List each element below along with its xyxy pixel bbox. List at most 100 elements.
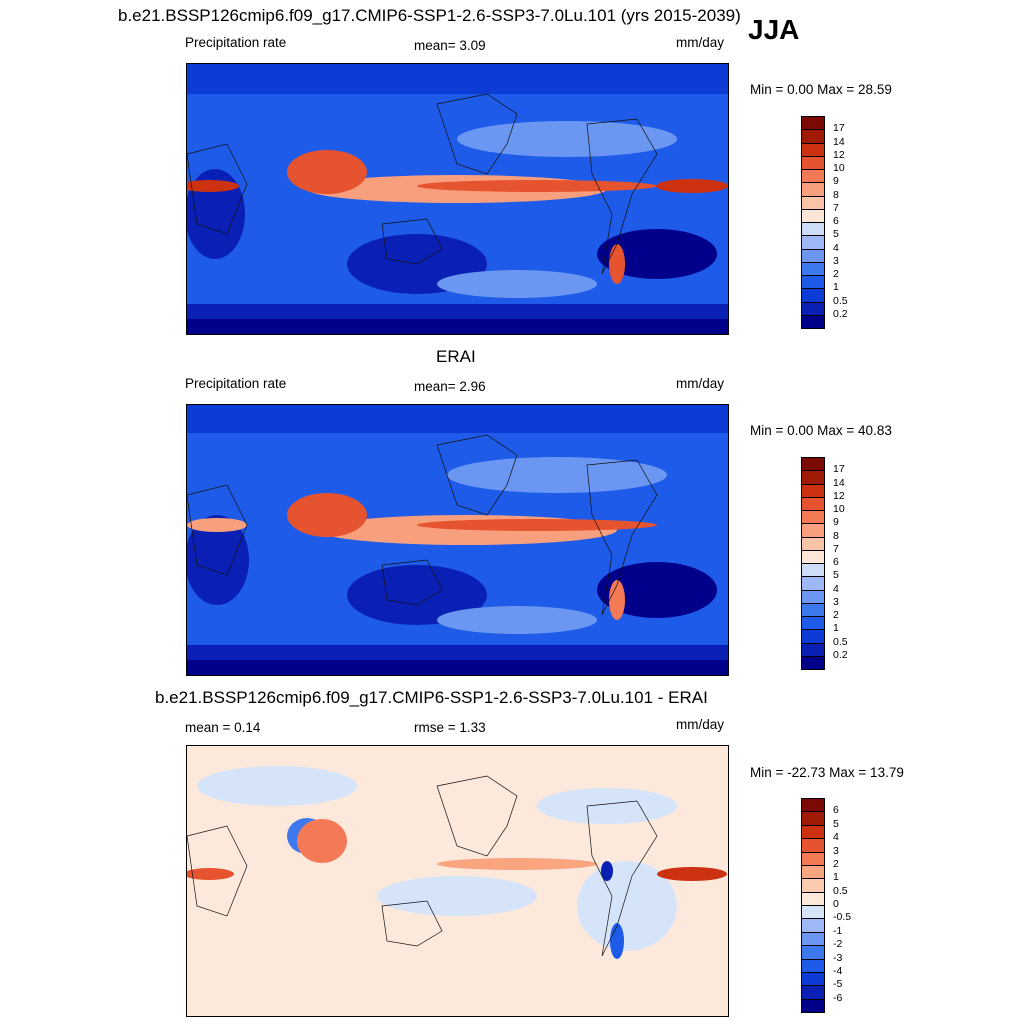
colorbar-tick-label: -0.5: [833, 911, 852, 924]
itcz-africa: [187, 518, 247, 532]
colorbar-box: [801, 208, 825, 223]
season-label: JJA: [748, 14, 800, 45]
panel-model-variable: Precipitation rate: [185, 35, 287, 50]
colorbar-box: [801, 998, 825, 1013]
colorbar-box: [801, 589, 825, 604]
colorbar-box: [801, 602, 825, 617]
colorbar-box: [801, 629, 825, 644]
colorbar-tick-label: 3: [833, 254, 839, 267]
colorbar-tick-label: 5: [833, 569, 839, 582]
monsoon-asia: [287, 493, 367, 537]
colorbar-tick-label: 5: [833, 228, 839, 241]
colorbar-box: [801, 288, 825, 303]
panel-diff-map-svg: [187, 746, 728, 1016]
colorbar-tick-label: -3: [833, 951, 843, 964]
panel-diff-rmse: rmse = 1.33: [414, 720, 486, 735]
colorbar-box: [801, 878, 825, 893]
colorbar-tick-label: 7: [833, 201, 839, 214]
pos-region-atlantic-itcz: [657, 867, 727, 881]
colorbar-tick-label: 5: [833, 817, 839, 830]
polar-band-north: [187, 405, 728, 433]
colorbar-tick-label: 2: [833, 609, 839, 621]
colorbar-tick-label: 9: [833, 175, 839, 188]
colorbar-box: [801, 838, 825, 853]
colorbar-box: [801, 275, 825, 290]
colorbar-box: [801, 510, 825, 525]
storm-track-north: [457, 121, 677, 157]
colorbar-box: [801, 142, 825, 157]
colorbar-box: [801, 261, 825, 276]
continent-outline-australia: [381, 559, 443, 606]
storm-track-south: [437, 606, 597, 634]
continent-outline-asia: [436, 434, 518, 516]
colorbar-box: [801, 945, 825, 960]
colorbar-box: [801, 971, 825, 987]
colorbar-tick-label: 9: [833, 516, 839, 529]
colorbar-tick-label: 14: [833, 476, 845, 489]
colorbar-tick-label: 1: [833, 281, 839, 294]
colorbar-box: [801, 931, 825, 947]
colorbar-box: [801, 798, 825, 813]
continent-outline-americas: [586, 459, 658, 616]
neg-region-south-america: [577, 861, 677, 951]
continent-outline-australia: [381, 218, 443, 265]
colorbar-tick-label: 17: [833, 463, 845, 476]
colorbar-tick-label: 2: [833, 268, 839, 280]
pos-region-bay-of-bengal: [297, 819, 347, 863]
continent-outline-africa: [187, 484, 248, 576]
colorbar-box: [801, 169, 825, 184]
chile-rainband: [609, 580, 625, 620]
panel-diff-colorbar: -6 -5 -4 -3 -2 -1 -0.5 0 0.5 1 2 3 4 5 6: [801, 798, 851, 1013]
colorbar-tick-label: 3: [833, 844, 839, 857]
continent-outline-americas: [586, 118, 658, 275]
colorbar-box: [801, 891, 825, 906]
colorbar-box: [801, 576, 825, 591]
colorbar-box: [801, 811, 825, 826]
polar-band-north: [187, 64, 728, 94]
panel-model-map-svg: [187, 64, 728, 334]
continent-outline-africa: [187, 143, 248, 235]
colorbar-tick-label: 1: [833, 622, 839, 635]
colorbar-tick-label: 0.2: [833, 307, 848, 320]
continent-outline-asia: [436, 93, 518, 175]
itcz-core: [417, 180, 657, 192]
neg-region-panama: [601, 861, 613, 881]
colorbar-tick-label: -2: [833, 938, 843, 951]
colorbar-tick-label: 7: [833, 542, 839, 555]
colorbar-tick-label: 17: [833, 122, 845, 135]
panel-model-minmax: Min = 0.00 Max = 28.59: [750, 82, 892, 97]
colorbar-box: [801, 523, 825, 538]
colorbar-box: [801, 483, 825, 498]
colorbar-tick-label: 12: [833, 148, 845, 161]
panel-obs-map-svg: [187, 405, 728, 675]
neg-region-indonesia: [377, 876, 537, 916]
colorbar-tick-label: 0: [833, 898, 839, 910]
neg-region-chile: [610, 923, 624, 959]
colorbar-tick-label: -5: [833, 978, 843, 991]
colorbar-box: [801, 536, 825, 551]
colorbar-box: [801, 958, 825, 973]
dry-zone-africa: [187, 515, 249, 605]
colorbar-tick-label: 8: [833, 188, 839, 201]
panel-obs-colorbar: 0.2 0.5 1 2 3 4 5 6 7 8 9 10 12 14 17: [801, 457, 848, 670]
colorbar-box: [801, 851, 825, 866]
colorbar-tick-label: 6: [833, 215, 839, 227]
colorbar-tick-label: 14: [833, 135, 845, 148]
dry-zone-se-pacific: [597, 562, 717, 618]
colorbar-box: [801, 116, 825, 131]
colorbar-tick-label: -6: [833, 991, 843, 1004]
neg-region-north-pacific: [537, 788, 677, 824]
dry-zone-se-pacific: [597, 229, 717, 279]
continent-outline-asia: [436, 775, 518, 857]
storm-track-south: [437, 270, 597, 298]
colorbar-box: [801, 905, 825, 920]
monsoon-asia: [287, 150, 367, 194]
colorbar-tick-label: 8: [833, 529, 839, 542]
colorbar-box: [801, 616, 825, 631]
antarctic-band: [187, 660, 728, 675]
pos-region-africa: [187, 868, 234, 880]
itcz-core: [417, 519, 657, 531]
colorbar-box: [801, 222, 825, 237]
colorbar-box: [801, 985, 825, 1000]
colorbar-box: [801, 918, 825, 933]
